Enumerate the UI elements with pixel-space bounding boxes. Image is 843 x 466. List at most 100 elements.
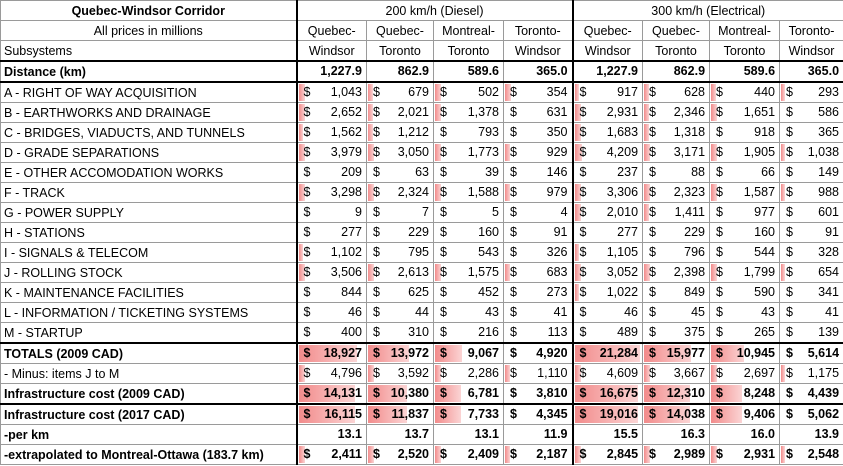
data-bar [644,406,690,423]
cost-cell: $113 [502,322,574,344]
data-bar [711,446,718,463]
cell-wrap: $3,592 [368,365,433,383]
data-bar [574,244,580,261]
col-header-top: Toronto- [502,20,574,41]
cell-wrap: $544 [711,244,779,262]
currency-symbol: $ [510,165,517,179]
cost-cell: $41 [502,302,574,323]
cost-cell: $1,588 [433,182,504,203]
currency-symbol: $ [649,407,656,421]
currency-symbol: $ [510,305,517,319]
infra-2017-cell: $11,837 [366,403,434,425]
cost-row: D - GRADE SEPARATIONS $3,979 $3,050 $1,773 $… [0,142,843,163]
infra-2009-value: 3,810 [536,386,568,400]
data-bar [644,144,650,161]
currency-symbol: $ [786,85,793,99]
cost-cell: $91 [502,222,574,243]
data-bar [298,406,355,423]
cost-cell: $1,587 [709,182,781,203]
cell-wrap: $440 [711,83,779,102]
currency-symbol: $ [440,165,447,179]
cost-cell: $654 [779,262,843,283]
infra-2009-cell: $4,439 [779,383,843,405]
cell-wrap: $229 [368,224,433,242]
data-bar [368,406,407,423]
cell-wrap: $365 [781,124,843,142]
cost-cell: $2,346 [642,102,711,123]
extrapolated-cell: $2,409 [433,444,504,465]
currency-symbol: $ [373,265,380,279]
currency-symbol: $ [440,85,447,99]
currency-symbol: $ [373,225,380,239]
currency-symbol: $ [716,225,723,239]
cost-cell: $237 [571,162,644,183]
cost-value: 601 [818,205,840,219]
data-bar [368,104,374,121]
cost-value: 3,052 [606,265,639,279]
row-label: TOTALS (2009 CAD) [0,342,297,364]
minus-cell: $1,110 [502,363,574,384]
cost-cell: $63 [366,162,434,183]
cost-value: 139 [818,325,840,339]
subsystems-label: Subsystems [0,40,297,62]
cost-cell: $4 [502,202,574,223]
cell-wrap: 589.6 [435,62,503,80]
cell-wrap: $3,171 [644,144,709,162]
cost-cell: $849 [642,282,711,303]
extrapolated-value: 2,411 [331,447,362,461]
cell-wrap: $1,110 [505,365,572,383]
cost-row: J - ROLLING STOCK $3,506 $2,613 $1,575 $683 $… [0,262,843,283]
cell-wrap: $4,796 [298,365,366,383]
cell-wrap: $1,562 [298,124,366,142]
cost-cell: $229 [642,222,711,243]
currency-symbol: $ [510,325,517,339]
minus-cell: $2,286 [433,363,504,384]
cell-wrap: $3,052 [574,264,642,282]
currency-symbol: $ [373,366,380,380]
cost-value: 277 [617,225,639,239]
cost-value: 586 [818,105,840,119]
data-bar [644,385,690,402]
minus-cell: $4,609 [571,363,644,384]
cost-row: K - MAINTENANCE FACILITIES $844 $625 $452 $2… [0,282,843,303]
cost-cell: $91 [779,222,843,243]
cost-cell: $3,979 [295,142,367,163]
currency-symbol: $ [303,125,311,139]
currency-symbol: $ [303,225,311,239]
per-km-value: 13.1 [337,427,362,441]
currency-symbol: $ [440,125,447,139]
currency-symbol: $ [303,205,311,219]
currency-symbol: $ [303,285,311,299]
cell-wrap: $113 [505,323,572,341]
data-bar [574,406,639,423]
cell-wrap: $3,979 [298,144,366,162]
currency-symbol: $ [440,185,447,199]
currency-symbol: $ [440,205,447,219]
cost-cell: $2,010 [571,202,644,223]
col-header-top: Quebec- [366,20,434,41]
currency-symbol: $ [373,185,380,199]
data-bar [298,144,305,161]
per-km-value: 13.7 [404,427,429,441]
currency-symbol: $ [579,105,587,119]
cost-value: 1,378 [467,105,499,119]
data-bar [368,84,374,101]
cell-wrap: $91 [781,224,843,242]
cost-value: 489 [617,325,639,339]
cell-wrap: $2,409 [435,446,503,464]
currency-symbol: $ [303,145,311,159]
cell-wrap: $5,062 [781,405,843,424]
cost-cell: $365 [779,122,843,143]
cell-wrap: $502 [435,83,503,102]
cell-wrap: $16,675 [574,384,642,402]
currency-symbol: $ [373,386,380,400]
infra-2017-value: 9,406 [743,407,776,421]
cell-wrap: $375 [644,323,709,341]
cell-wrap: $452 [435,284,503,302]
data-bar [574,184,581,201]
cell-wrap: $6,781 [435,384,503,402]
cost-row: A - RIGHT OF WAY ACQUISITION $1,043 $679 $5… [0,81,843,103]
currency-symbol: $ [510,407,517,421]
cost-row: E - OTHER ACCOMODATION WORKS $209 $63 $39 $1… [0,162,843,183]
cost-value: 3,050 [397,145,429,159]
